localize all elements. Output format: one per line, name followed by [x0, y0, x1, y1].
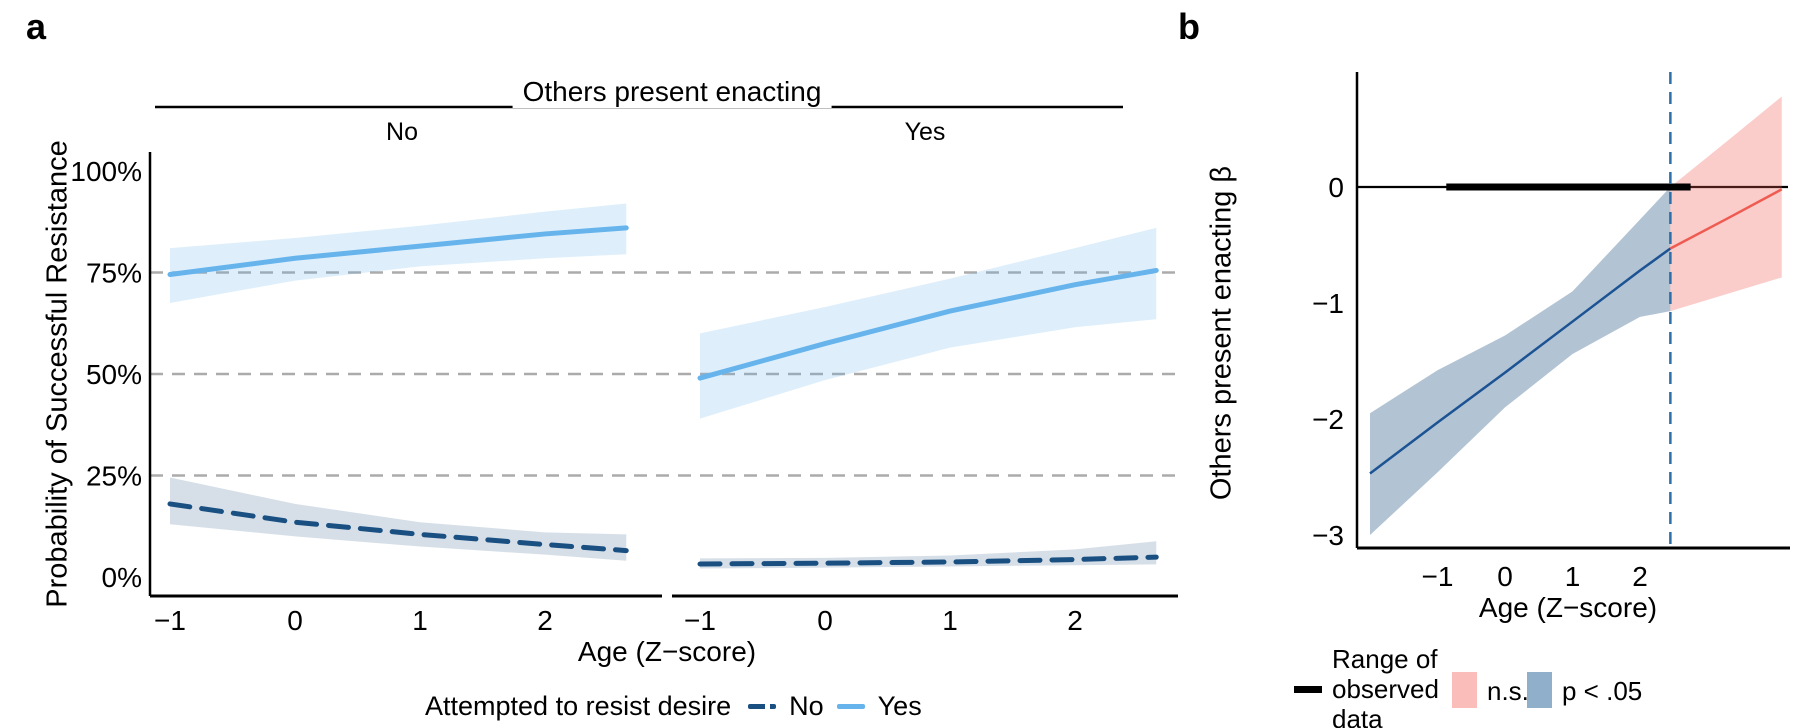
facet-label-no: No: [386, 118, 418, 146]
x-tick-label: −1: [684, 605, 716, 636]
x-tick-label: −1: [1422, 561, 1454, 592]
x-tick-label: 1: [412, 605, 428, 636]
x-tick-label: −1: [154, 605, 186, 636]
slope-line: [1669, 188, 1783, 250]
y-tick-label: 25%: [86, 461, 142, 492]
trend-line: [697, 267, 1159, 381]
y-tick-label: 75%: [86, 258, 142, 289]
panel-b-y-axis-title: Others present enacting β: [1205, 165, 1238, 501]
x-tick-label: 2: [1067, 605, 1083, 636]
legend-swatch-yes: [836, 704, 865, 709]
trend-line: [167, 225, 629, 278]
legend-title: Attempted to resist desire: [425, 691, 732, 721]
trend-line: [697, 554, 1159, 567]
x-tick-label: 1: [942, 605, 958, 636]
x-tick-label: 2: [1632, 561, 1648, 592]
x-tick-label: 2: [537, 605, 553, 636]
x-tick-label: 0: [287, 605, 303, 636]
ci-band: [1670, 96, 1782, 312]
y-tick-label: −1: [1312, 288, 1344, 319]
legend-label-ns: n.s.: [1487, 676, 1529, 706]
y-tick-label: 0: [1328, 172, 1344, 203]
x-tick-label: 0: [1497, 561, 1513, 592]
legend-label-sig: p < .05: [1562, 676, 1643, 706]
legend-label-yes: Yes: [877, 691, 922, 721]
legend-swatch-sig: [1527, 672, 1552, 708]
panel-a-y-axis-title: Probability of Successful Resistance: [41, 140, 74, 608]
x-tick-label: 0: [817, 605, 833, 636]
panel-a-label: a: [26, 6, 47, 47]
legend-label-observed-range: Range of observed data: [1332, 644, 1439, 728]
ci-band: [700, 227, 1157, 419]
legend-swatch-observed-range: [1294, 686, 1322, 693]
x-tick-label: 1: [1565, 561, 1581, 592]
legend-swatch-ns: [1452, 672, 1477, 708]
trend-line: [167, 501, 629, 554]
y-tick-label: −3: [1312, 520, 1344, 551]
facet-label-yes: Yes: [904, 118, 946, 146]
panel-a-x-axis-title: Age (Z−score): [577, 636, 757, 667]
ci-band: [170, 477, 627, 561]
panel-b-label: b: [1178, 6, 1200, 47]
slope-line: [1369, 247, 1672, 475]
ci-band: [170, 203, 627, 303]
y-tick-label: 0%: [102, 562, 142, 593]
legend-swatch-no: [748, 704, 777, 709]
y-tick-label: 50%: [86, 359, 142, 390]
panel-b-x-axis-title: Age (Z−score): [1478, 592, 1658, 623]
facet-strip-title: Others present enacting: [512, 76, 832, 108]
y-tick-label: 100%: [70, 156, 142, 187]
y-tick-label: −2: [1312, 404, 1344, 435]
panel-a-legend: Attempted to resist desire No Yes: [425, 691, 922, 722]
legend-label-no: No: [789, 691, 824, 721]
